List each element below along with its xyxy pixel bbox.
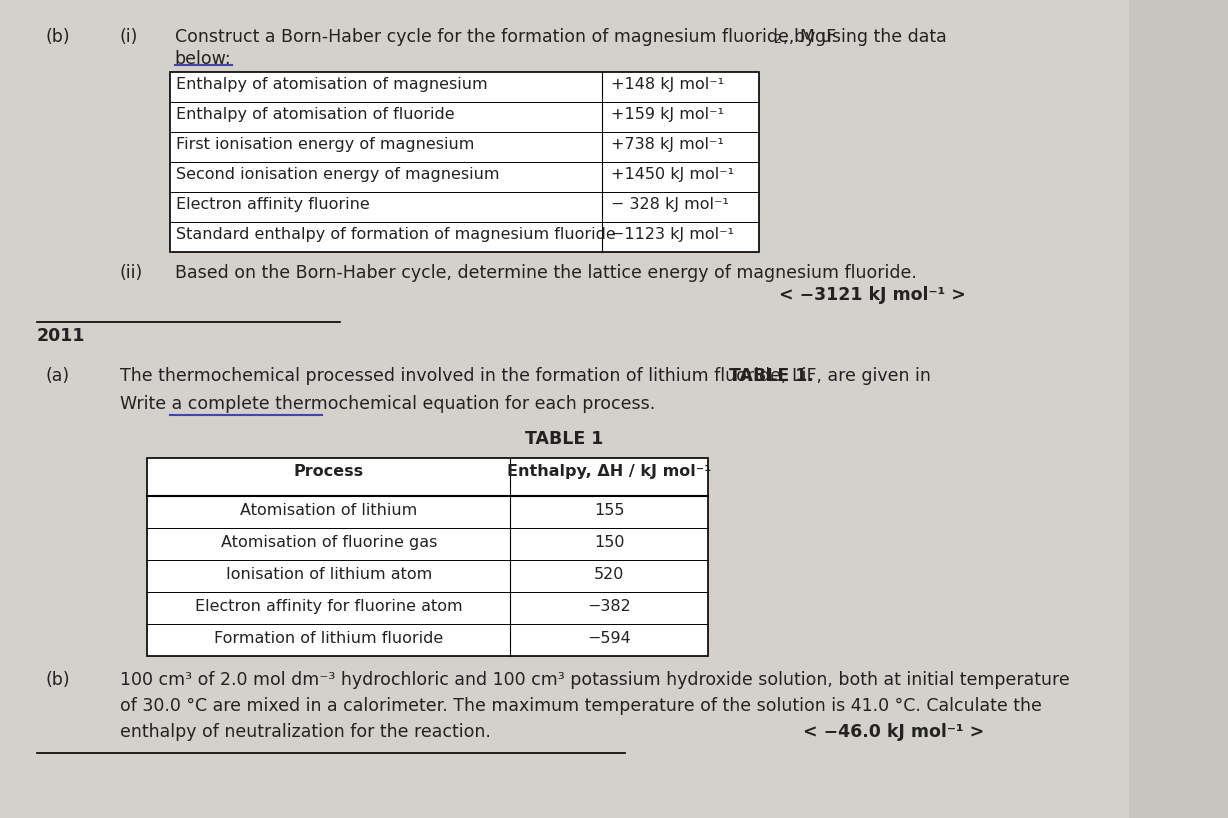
Text: Second ionisation energy of magnesium: Second ionisation energy of magnesium xyxy=(176,167,499,182)
Text: −382: −382 xyxy=(587,599,631,614)
Text: TABLE 1: TABLE 1 xyxy=(526,430,604,448)
Text: (i): (i) xyxy=(119,28,138,46)
Text: Based on the Born-Haber cycle, determine the lattice energy of magnesium fluorid: Based on the Born-Haber cycle, determine… xyxy=(174,264,916,282)
Text: Electron affinity fluorine: Electron affinity fluorine xyxy=(176,197,370,212)
Text: < −46.0 kJ mol⁻¹ >: < −46.0 kJ mol⁻¹ > xyxy=(803,723,984,741)
Text: +159 kJ mol⁻¹: +159 kJ mol⁻¹ xyxy=(612,107,725,122)
Text: Formation of lithium fluoride: Formation of lithium fluoride xyxy=(214,631,443,646)
Text: TABLE 1.: TABLE 1. xyxy=(729,367,814,385)
Text: (b): (b) xyxy=(45,28,70,46)
Text: Process: Process xyxy=(293,464,363,479)
Text: enthalpy of neutralization for the reaction.: enthalpy of neutralization for the react… xyxy=(119,723,490,741)
Text: 150: 150 xyxy=(594,535,625,550)
Text: 100 cm³ of 2.0 mol dm⁻³ hydrochloric and 100 cm³ potassium hydroxide solution, b: 100 cm³ of 2.0 mol dm⁻³ hydrochloric and… xyxy=(119,671,1070,689)
Text: Atomisation of fluorine gas: Atomisation of fluorine gas xyxy=(221,535,437,550)
Text: − 328 kJ mol⁻¹: − 328 kJ mol⁻¹ xyxy=(612,197,729,212)
Text: +1450 kJ mol⁻¹: +1450 kJ mol⁻¹ xyxy=(612,167,734,182)
Text: −1123 kJ mol⁻¹: −1123 kJ mol⁻¹ xyxy=(612,227,734,242)
Text: (a): (a) xyxy=(45,367,70,385)
Text: (ii): (ii) xyxy=(119,264,142,282)
Bar xyxy=(147,458,709,656)
Text: Write a complete thermochemical equation for each process.: Write a complete thermochemical equation… xyxy=(119,395,655,413)
Text: (b): (b) xyxy=(45,671,70,689)
Text: of 30.0 °C are mixed in a calorimeter. The maximum temperature of the solution i: of 30.0 °C are mixed in a calorimeter. T… xyxy=(119,697,1041,715)
Text: Enthalpy of atomisation of fluoride: Enthalpy of atomisation of fluoride xyxy=(176,107,454,122)
Text: Enthalpy of atomisation of magnesium: Enthalpy of atomisation of magnesium xyxy=(176,77,488,92)
Text: 520: 520 xyxy=(594,567,624,582)
Text: < −3121 kJ mol⁻¹ >: < −3121 kJ mol⁻¹ > xyxy=(779,286,965,304)
Text: 155: 155 xyxy=(594,503,625,518)
Text: −594: −594 xyxy=(587,631,631,646)
Text: Electron affinity for fluorine atom: Electron affinity for fluorine atom xyxy=(195,599,463,614)
Text: Enthalpy, ΔH / kJ mol⁻¹: Enthalpy, ΔH / kJ mol⁻¹ xyxy=(507,464,711,479)
Text: First ionisation energy of magnesium: First ionisation energy of magnesium xyxy=(176,137,474,152)
Text: +738 kJ mol⁻¹: +738 kJ mol⁻¹ xyxy=(612,137,725,152)
Text: 2011: 2011 xyxy=(37,327,85,345)
Text: +148 kJ mol⁻¹: +148 kJ mol⁻¹ xyxy=(612,77,725,92)
Text: below:: below: xyxy=(174,50,231,68)
Text: Standard enthalpy of formation of magnesium fluoride: Standard enthalpy of formation of magnes… xyxy=(176,227,615,242)
Text: , by using the data: , by using the data xyxy=(782,28,947,46)
Bar xyxy=(171,72,759,252)
Text: Ionisation of lithium atom: Ionisation of lithium atom xyxy=(226,567,432,582)
Text: Construct a Born-Haber cycle for the formation of magnesium fluoride, MgF: Construct a Born-Haber cycle for the for… xyxy=(174,28,836,46)
Text: Atomisation of lithium: Atomisation of lithium xyxy=(241,503,418,518)
Text: The thermochemical processed involved in the formation of lithium fluoride, LiF,: The thermochemical processed involved in… xyxy=(119,367,936,385)
Text: 2: 2 xyxy=(774,33,781,46)
